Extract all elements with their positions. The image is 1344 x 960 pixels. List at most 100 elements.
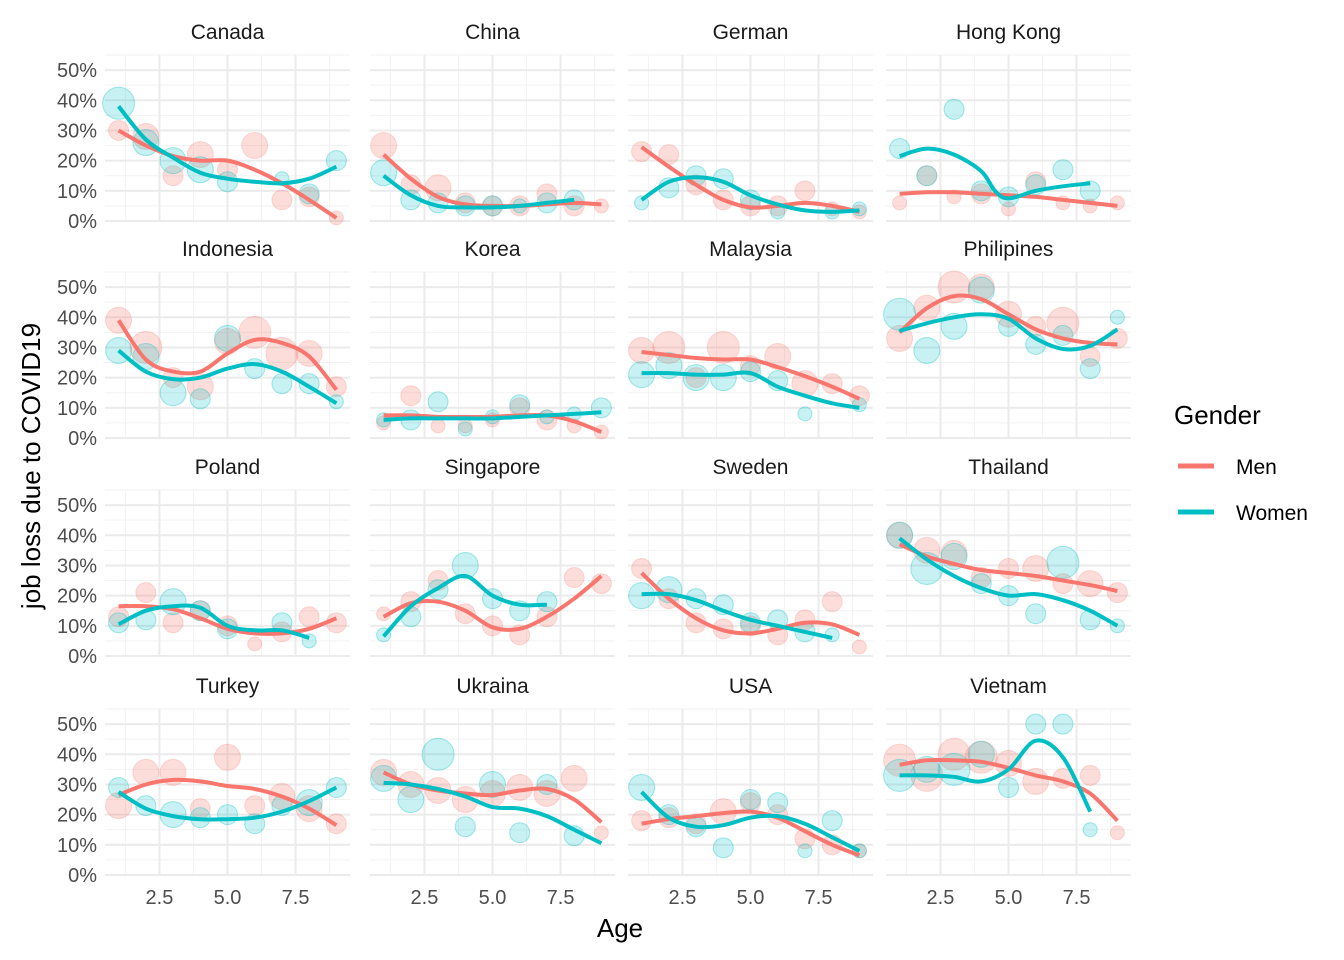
y-tick-label: 10% <box>57 398 97 420</box>
men-point <box>271 189 293 211</box>
facet-label: Turkey <box>196 675 260 698</box>
men-point <box>1079 764 1101 786</box>
x-tick-label: 2.5 <box>669 887 697 909</box>
men-point <box>560 764 588 792</box>
facet-label: Sweden <box>713 456 789 479</box>
facet-label: Vietnam <box>970 675 1047 698</box>
men-point <box>1001 201 1016 217</box>
men-smooth-line <box>641 350 861 401</box>
men-point <box>241 132 269 160</box>
women-point <box>851 397 867 413</box>
facet-label: Indonesia <box>182 238 273 261</box>
women-point <box>767 792 789 814</box>
y-tick-label: 50% <box>57 495 97 517</box>
men-point <box>821 591 843 613</box>
y-axis-title: job loss due to COVID19 <box>16 323 46 610</box>
y-tick-label: 30% <box>57 337 97 359</box>
men-point <box>563 567 585 589</box>
facet-panel: Thailand <box>886 456 1131 657</box>
y-tick-label: 10% <box>57 181 97 203</box>
y-tick-label: 20% <box>57 586 97 608</box>
men-point <box>631 557 653 579</box>
legend: Gender Men Women <box>1174 400 1308 525</box>
men-point <box>1109 195 1125 211</box>
y-tick-label: 0% <box>68 646 97 668</box>
women-point <box>427 391 449 413</box>
women-smooth-line <box>898 536 1119 628</box>
women-point <box>217 171 238 193</box>
men-point <box>886 324 914 352</box>
men-smooth-line <box>117 128 338 220</box>
women-point <box>712 837 734 859</box>
y-tick-label: 30% <box>57 555 97 577</box>
facet-panel: Ukraina 2.5 5.0 7.5 <box>370 675 615 909</box>
y-tick-label: 30% <box>57 120 97 142</box>
men-point <box>892 195 908 211</box>
facet-label: Korea <box>464 238 520 261</box>
women-smooth-line <box>117 105 338 186</box>
facet-label: Ukraina <box>456 675 529 698</box>
women-smooth-line <box>117 603 310 640</box>
y-tick-label: 20% <box>57 805 97 827</box>
men-point <box>430 418 446 434</box>
women-point <box>709 364 737 392</box>
men-point <box>244 795 266 817</box>
women-point <box>797 843 813 859</box>
y-tick-label: 30% <box>57 774 97 796</box>
facet-panel: Turkey 0% 10% 20% 30% 40% 50% 2.5 5.0 7.5 <box>57 675 350 909</box>
x-tick-label: 7.5 <box>547 887 575 909</box>
legend-title: Gender <box>1174 400 1261 430</box>
women-point <box>740 789 761 811</box>
facet-label: Hong Kong <box>956 21 1061 44</box>
facet-label: Singapore <box>445 456 541 479</box>
facet-label: Philipines <box>964 238 1054 261</box>
men-point <box>628 336 656 364</box>
women-point <box>536 591 558 613</box>
facet-panel: Canada 0% 10% 20% 30% 40% 50% <box>57 21 350 233</box>
men-point <box>108 119 130 141</box>
y-tick-label: 40% <box>57 744 97 766</box>
men-point <box>370 132 398 160</box>
women-point <box>797 406 813 422</box>
women-point <box>479 770 506 798</box>
women-point <box>1082 822 1098 838</box>
women-point <box>998 776 1019 798</box>
facet-label: Canada <box>191 21 265 44</box>
women-point <box>454 816 476 838</box>
women-point <box>325 776 347 798</box>
x-tick-label: 2.5 <box>411 887 439 909</box>
men-point <box>162 612 184 634</box>
x-tick-label: 2.5 <box>146 887 174 909</box>
women-point <box>400 606 422 628</box>
men-point <box>593 825 609 841</box>
women-smooth-line <box>640 790 861 853</box>
women-point <box>682 364 710 392</box>
women-smooth-line <box>382 174 575 210</box>
women-point <box>159 379 187 407</box>
women-point <box>628 773 656 801</box>
women-smooth-line <box>899 146 1091 201</box>
women-point <box>1052 159 1074 181</box>
facet-panel: Malaysia <box>628 238 873 439</box>
x-tick-label: 5.0 <box>479 887 507 909</box>
women-point <box>590 397 612 419</box>
facet-panel: China <box>370 21 615 222</box>
women-smooth-line <box>117 785 338 822</box>
women-smooth-line <box>383 410 602 422</box>
women-point <box>397 786 425 814</box>
y-tick-label: 50% <box>57 714 97 736</box>
men-point <box>995 749 1022 777</box>
y-tick-label: 40% <box>57 307 97 329</box>
facet-panels: Canada 0% 10% 20% 30% 40% 50% China German Hong K… <box>57 21 1131 909</box>
women-point <box>244 358 266 380</box>
men-smooth-line <box>899 190 1118 208</box>
y-tick-label: 50% <box>57 60 97 82</box>
women-smooth-line <box>117 348 338 405</box>
legend-label: Women <box>1236 502 1308 525</box>
women-point <box>1079 180 1101 202</box>
women-smooth-line <box>899 738 1092 813</box>
women-point <box>189 388 211 410</box>
facet-label: Poland <box>195 456 260 479</box>
men-point <box>940 539 968 567</box>
